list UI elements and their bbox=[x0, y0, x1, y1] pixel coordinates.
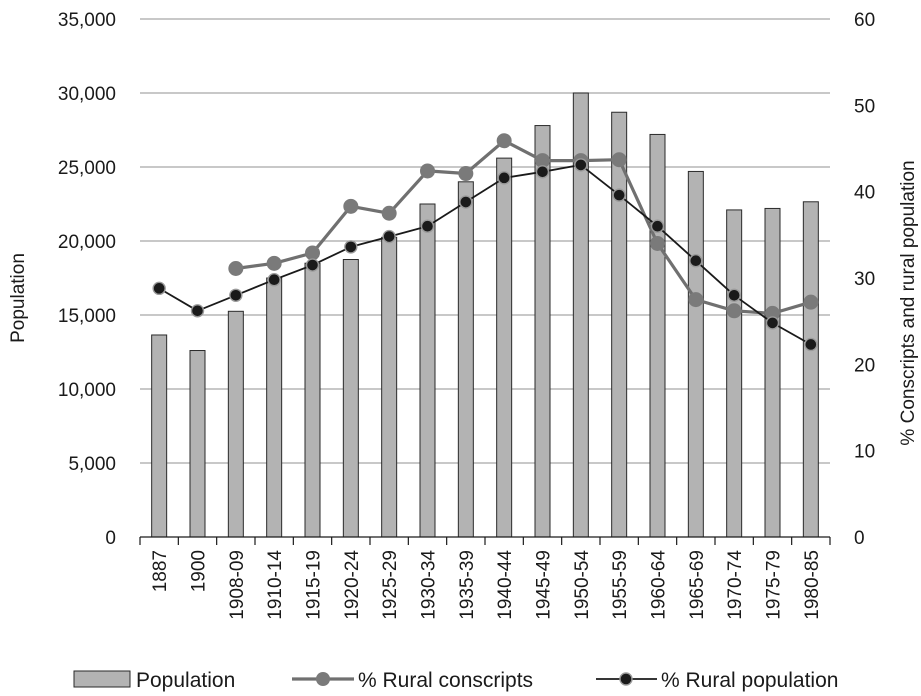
x-category-label: 1975-79 bbox=[764, 550, 785, 620]
rural-population-point bbox=[152, 281, 166, 296]
population-bar bbox=[726, 209, 743, 538]
rural-conscripts-point bbox=[726, 303, 742, 319]
grid-lines bbox=[140, 18, 830, 464]
population-bar bbox=[802, 201, 819, 538]
x-category-label: 1887 bbox=[150, 550, 171, 592]
population-bar bbox=[419, 203, 436, 538]
population-bar bbox=[227, 310, 244, 538]
y-left-tick-label: 0 bbox=[105, 528, 116, 549]
rural-population-point bbox=[574, 158, 588, 172]
rural-population-point bbox=[727, 288, 741, 302]
x-category-label: 1908-09 bbox=[227, 550, 248, 620]
population-bar bbox=[457, 181, 474, 538]
x-category-label: 1950-54 bbox=[572, 550, 593, 620]
rural-conscripts-point bbox=[688, 292, 704, 308]
population-bar bbox=[266, 277, 283, 538]
x-category-label: 1945-49 bbox=[534, 550, 555, 620]
population-bar bbox=[304, 262, 321, 538]
x-category-label: 1960-64 bbox=[649, 550, 670, 620]
rural-population-point bbox=[229, 288, 243, 302]
population-bar bbox=[342, 259, 359, 538]
rural-population-point bbox=[804, 337, 818, 352]
y-left-tick-label: 5,000 bbox=[68, 454, 116, 475]
rural-population-point bbox=[612, 188, 626, 202]
x-category-label: 1920-24 bbox=[342, 550, 363, 620]
population-bar bbox=[189, 350, 206, 538]
y-right-tick-label: 20 bbox=[854, 355, 875, 376]
rural-conscripts-point bbox=[420, 163, 435, 179]
x-category-label: 1935-39 bbox=[457, 550, 478, 620]
x-category-label: 1965-69 bbox=[687, 550, 708, 620]
x-category-label: 1980-85 bbox=[802, 550, 823, 620]
population-bar bbox=[764, 207, 781, 538]
rural-conscripts-point bbox=[650, 235, 665, 251]
x-category-label: 1930-34 bbox=[419, 550, 440, 620]
y-left-tick-label: 35,000 bbox=[58, 10, 116, 31]
y-left-axis-title: Population bbox=[8, 253, 29, 343]
x-category-label: 1940-44 bbox=[495, 550, 516, 620]
rural-conscripts-line bbox=[235, 139, 812, 315]
rural-population-point bbox=[420, 219, 435, 233]
legend: Population % Rural conscripts % Rural popu… bbox=[73, 669, 838, 692]
y-right-tick-label: 10 bbox=[854, 442, 875, 463]
legend-label-rural-population: % Rural population bbox=[661, 669, 838, 692]
rural-population-point bbox=[497, 171, 511, 185]
rural-conscripts-point bbox=[228, 261, 244, 277]
rural-conscripts-point bbox=[458, 166, 474, 182]
y-right-tick-label: 60 bbox=[854, 10, 875, 31]
legend-label-population: Population bbox=[136, 669, 235, 692]
y-right-tick-label: 0 bbox=[854, 528, 865, 549]
rural-conscripts-point bbox=[496, 133, 512, 149]
y-right-tick-label: 30 bbox=[854, 269, 875, 290]
x-category-label: 1915-19 bbox=[304, 550, 325, 620]
x-category-label: 1910-14 bbox=[265, 550, 286, 620]
rural-population-point bbox=[267, 273, 281, 287]
y-left-tick-label: 30,000 bbox=[58, 84, 116, 105]
axes: 0 5,000 10,000 15,000 20,000 25,000 30,000 35,0… bbox=[8, 10, 919, 620]
rural-population-point bbox=[765, 316, 780, 330]
population-bar bbox=[611, 111, 628, 538]
rural-conscripts-point bbox=[611, 152, 627, 168]
y-right-tick-label: 50 bbox=[854, 96, 875, 117]
population-bar bbox=[687, 170, 704, 538]
rural-population-line bbox=[158, 163, 812, 346]
rural-conscripts-point bbox=[381, 205, 397, 221]
rural-population-point bbox=[190, 304, 205, 318]
population-bar bbox=[151, 334, 168, 538]
rural-population-point bbox=[459, 195, 473, 209]
legend-swatch-rural-population-marker bbox=[619, 672, 633, 686]
legend-swatch-population bbox=[73, 670, 131, 688]
rural-population-point bbox=[305, 258, 320, 272]
y-left-tick-label: 10,000 bbox=[58, 380, 116, 401]
rural-conscripts-point bbox=[266, 255, 282, 271]
y-left-tick-label: 15,000 bbox=[58, 306, 116, 327]
y-left-tick-label: 20,000 bbox=[58, 232, 116, 253]
population-bars bbox=[151, 92, 819, 538]
rural-population-point bbox=[650, 219, 665, 233]
rural-population-point bbox=[382, 229, 396, 244]
rural-conscripts-point bbox=[343, 198, 359, 214]
x-category-label: 1970-74 bbox=[725, 550, 746, 620]
rural-conscripts-point bbox=[803, 294, 819, 310]
x-category-label: 1955-59 bbox=[610, 550, 631, 620]
y-right-tick-label: 40 bbox=[854, 183, 875, 204]
x-category-label: 1900 bbox=[189, 550, 210, 592]
rural-population-point bbox=[344, 240, 358, 254]
population-bar bbox=[381, 236, 398, 538]
percentage-lines bbox=[152, 133, 819, 352]
population-bar bbox=[534, 125, 551, 538]
rural-conscripts-point bbox=[305, 245, 320, 261]
population-bar bbox=[649, 133, 666, 538]
y-right-axis-title: % Conscripts and rural population bbox=[898, 160, 919, 445]
rural-population-point bbox=[689, 254, 703, 268]
rural-population-point bbox=[535, 165, 550, 179]
legend-swatch-rural-conscripts-marker bbox=[316, 672, 330, 686]
y-left-tick-label: 25,000 bbox=[58, 158, 116, 179]
population-bar bbox=[496, 157, 513, 538]
legend-label-rural-conscripts: % Rural conscripts bbox=[358, 669, 533, 692]
x-category-label: 1925-29 bbox=[380, 550, 401, 620]
